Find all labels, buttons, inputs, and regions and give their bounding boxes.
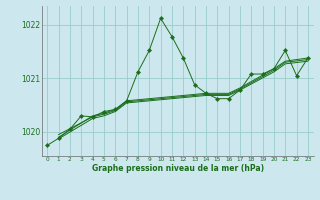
X-axis label: Graphe pression niveau de la mer (hPa): Graphe pression niveau de la mer (hPa) [92,164,264,173]
